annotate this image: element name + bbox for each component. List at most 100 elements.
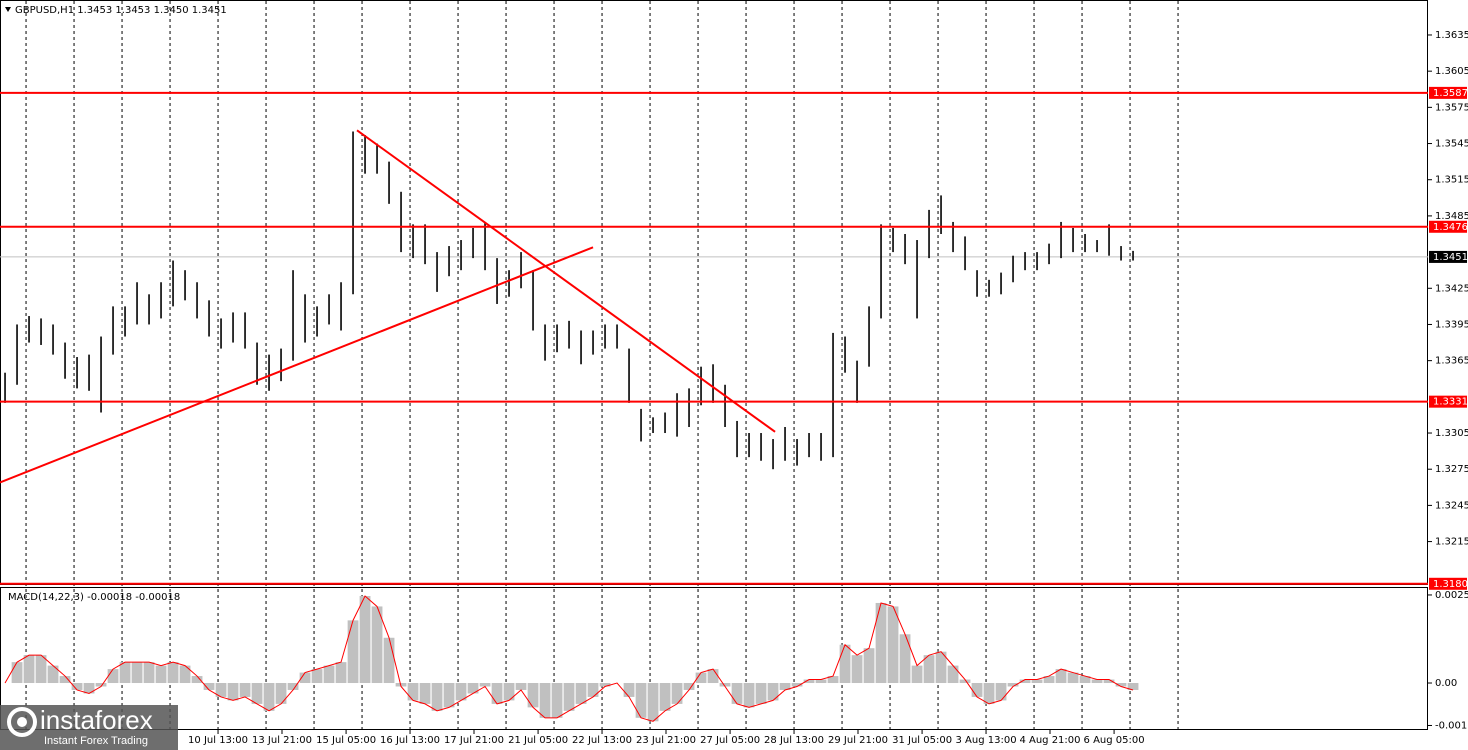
watermark-logo-core: [17, 717, 27, 727]
x-tick-label: 10 Jul 13:00: [188, 735, 248, 746]
macd-bar: [371, 606, 383, 684]
macd-bar: [311, 669, 323, 684]
x-tick-label: 31 Jul 05:00: [892, 735, 952, 746]
y-tick-label: 0.00253: [1435, 590, 1468, 601]
x-tick-label: 22 Jul 13:00: [572, 735, 632, 746]
macd-bar: [791, 683, 803, 687]
y-tick-label: 1.3395: [1435, 319, 1468, 330]
macd-title: MACD(14,22,3) -0.00018 -0.00018: [8, 592, 180, 603]
y-tick-label: 1.3425: [1435, 283, 1468, 294]
macd-bar: [779, 683, 791, 690]
header-arrow: [5, 7, 11, 12]
macd-bar: [635, 683, 647, 718]
x-tick-label: 3 Aug 13:00: [956, 735, 1017, 746]
watermark-logo: [7, 707, 37, 737]
level-label-box: [1429, 220, 1467, 233]
macd-bar: [1055, 669, 1067, 684]
x-tick-label: 15 Jul 05:00: [316, 735, 376, 746]
macd-bar: [827, 676, 839, 684]
macd-bar: [707, 669, 719, 684]
macd-bar: [11, 662, 23, 684]
macd-bar: [935, 651, 947, 684]
macd-bar: [887, 606, 899, 684]
macd-bar: [47, 665, 59, 684]
macd-bar: [203, 683, 215, 690]
macd-panel-frame: [0, 587, 1428, 730]
macd-bar: [695, 672, 707, 684]
level-label-box: [1429, 577, 1467, 590]
macd-bar: [335, 662, 347, 684]
macd-bar: [527, 683, 539, 708]
macd-bar: [359, 596, 371, 684]
macd-bar: [911, 665, 923, 684]
macd-bar: [515, 683, 527, 690]
macd-bar: [287, 683, 299, 690]
watermark-tagline: Instant Forex Trading: [44, 735, 148, 747]
macd-bar: [1031, 679, 1043, 684]
macd-bar: [995, 683, 1007, 701]
y-tick-label: 1.3305: [1435, 428, 1468, 439]
macd-bar: [71, 683, 83, 690]
y-tick-label: 1.3575: [1435, 102, 1468, 113]
macd-bar: [923, 655, 935, 684]
macd-bar: [299, 672, 311, 684]
y-tick-label: 1.3635: [1435, 30, 1468, 41]
macd-bar: [1079, 676, 1091, 684]
macd-bar: [491, 683, 503, 704]
macd-bar: [95, 683, 107, 687]
macd-bar: [143, 662, 155, 684]
trend-line: [356, 129, 776, 433]
macd-bar: [1103, 679, 1115, 684]
macd-bar: [323, 665, 335, 684]
macd-bar: [419, 683, 431, 704]
macd-bar: [107, 669, 119, 684]
level-label-box: [1429, 86, 1467, 99]
macd-bar: [167, 662, 179, 684]
y-tick-label: -0.00122: [1435, 720, 1468, 731]
macd-bar: [479, 683, 491, 687]
macd-bar: [383, 637, 395, 684]
macd-bar: [575, 683, 587, 704]
level-label: 1.3331: [1433, 397, 1468, 408]
macd-bar: [815, 679, 827, 684]
macd-bar: [551, 683, 563, 718]
macd-bar: [251, 683, 263, 704]
macd-bar: [743, 683, 755, 708]
watermark-brand: instaforex: [40, 705, 153, 735]
y-tick-label: 1.3485: [1435, 211, 1468, 222]
macd-bar: [731, 683, 743, 704]
y-tick-label: 1.3275: [1435, 464, 1468, 475]
macd-bar: [959, 679, 971, 684]
x-tick-label: 4 Aug 21:00: [1019, 735, 1080, 746]
macd-bar: [683, 683, 695, 690]
macd-bar: [755, 683, 767, 704]
macd-bar: [467, 683, 479, 694]
macd-bar: [443, 683, 455, 708]
y-tick-label: 1.3215: [1435, 537, 1468, 548]
macd-bar: [155, 665, 167, 684]
chart-title: GBPUSD,H1 1.3453 1.3453 1.3450 1.3451: [15, 5, 227, 16]
macd-bar: [1091, 679, 1103, 684]
macd-bar: [59, 676, 71, 684]
macd-bar: [1067, 672, 1079, 684]
macd-bar: [539, 683, 551, 718]
y-tick-label: 1.3605: [1435, 66, 1468, 77]
macd-bar: [875, 602, 887, 684]
macd-bar: [599, 683, 611, 687]
macd-bar: [179, 665, 191, 684]
macd-bar: [455, 683, 467, 701]
macd-bar: [719, 683, 731, 687]
macd-line: [4, 595, 1134, 722]
level-label-box: [1429, 395, 1467, 408]
macd-bar: [1007, 683, 1019, 687]
macd-bar: [983, 683, 995, 704]
x-tick-label: 23 Jul 21:00: [636, 735, 696, 746]
macd-bar: [1019, 679, 1031, 684]
macd-bar: [587, 683, 599, 697]
macd-bar: [851, 655, 863, 684]
macd-bar: [239, 683, 251, 697]
macd-bar: [839, 644, 851, 684]
macd-bar: [227, 683, 239, 701]
